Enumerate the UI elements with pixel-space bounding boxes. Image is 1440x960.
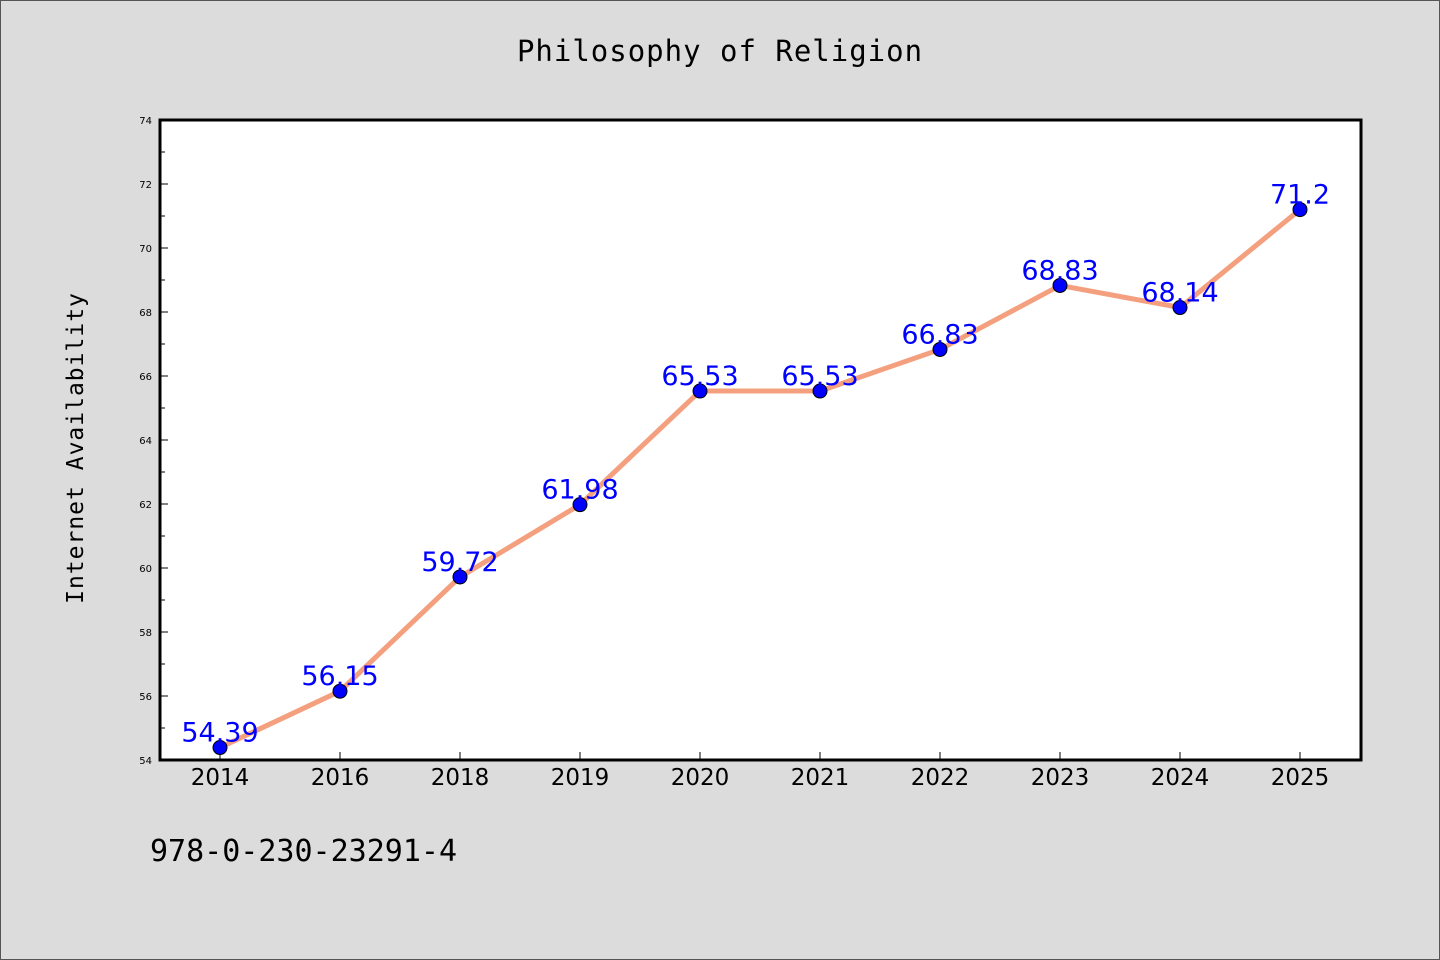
- isbn-code: 978-0-230-23291-4: [150, 834, 458, 869]
- x-tick-label: 2021: [791, 765, 850, 791]
- x-tick-label: 2025: [1271, 765, 1330, 791]
- x-tick-label: 2020: [671, 765, 730, 791]
- data-label: 66.83: [901, 319, 978, 350]
- y-tick-label: 72: [139, 180, 152, 191]
- y-tick-label: 56: [139, 692, 152, 703]
- data-point: [1292, 202, 1308, 218]
- data-label: 68.83: [1021, 255, 1098, 286]
- data-point: [1052, 277, 1068, 293]
- data-point: [1172, 300, 1188, 316]
- x-tick-label: 2023: [1031, 765, 1090, 791]
- y-tick-label: 58: [139, 628, 152, 639]
- data-label: 61.98: [541, 475, 618, 506]
- x-tick-label: 2019: [551, 765, 610, 791]
- x-axis-ticks: 2014 2016 2018 2019 2020 2021 2022 2023 2024 2025: [191, 752, 1330, 791]
- y-tick-label: 62: [139, 500, 152, 511]
- y-tick-label: 74: [139, 116, 152, 127]
- plot-area: [160, 120, 1361, 760]
- x-tick-label: 2022: [911, 765, 970, 791]
- data-point: [332, 683, 348, 699]
- y-tick-label: 68: [139, 308, 152, 319]
- plot-border: [158, 118, 1363, 762]
- y-tick-label: 66: [139, 372, 152, 383]
- data-label: 65.53: [661, 361, 738, 392]
- data-labels: 54.39 56.15 59.72 61.98 65.53 65.53 66.83 68.83…: [181, 180, 1330, 749]
- data-label: 65.53: [781, 361, 858, 392]
- series-group: [212, 202, 1308, 756]
- data-label: 59.72: [421, 547, 498, 578]
- data-point: [572, 497, 588, 513]
- y-tick-label: 54: [139, 756, 152, 767]
- data-point: [932, 341, 948, 357]
- data-label: 54.39: [181, 718, 258, 749]
- data-label: 71.2: [1270, 180, 1330, 211]
- y-tick-label: 64: [139, 436, 152, 447]
- x-tick-label: 2016: [311, 765, 370, 791]
- x-tick-label: 2014: [191, 765, 250, 791]
- data-label: 68.14: [1141, 278, 1218, 309]
- data-label: 56.15: [301, 661, 378, 692]
- chart-title: Philosophy of Religion: [516, 34, 924, 68]
- data-point: [212, 740, 228, 756]
- series-line: [217, 207, 1303, 751]
- data-point: [452, 569, 468, 585]
- x-tick-label: 2018: [431, 765, 490, 791]
- x-tick-label: 2024: [1151, 765, 1210, 791]
- data-point: [692, 383, 708, 399]
- y-tick-label: 70: [139, 244, 152, 255]
- data-point: [812, 383, 828, 399]
- y-tick-label: 60: [139, 564, 152, 575]
